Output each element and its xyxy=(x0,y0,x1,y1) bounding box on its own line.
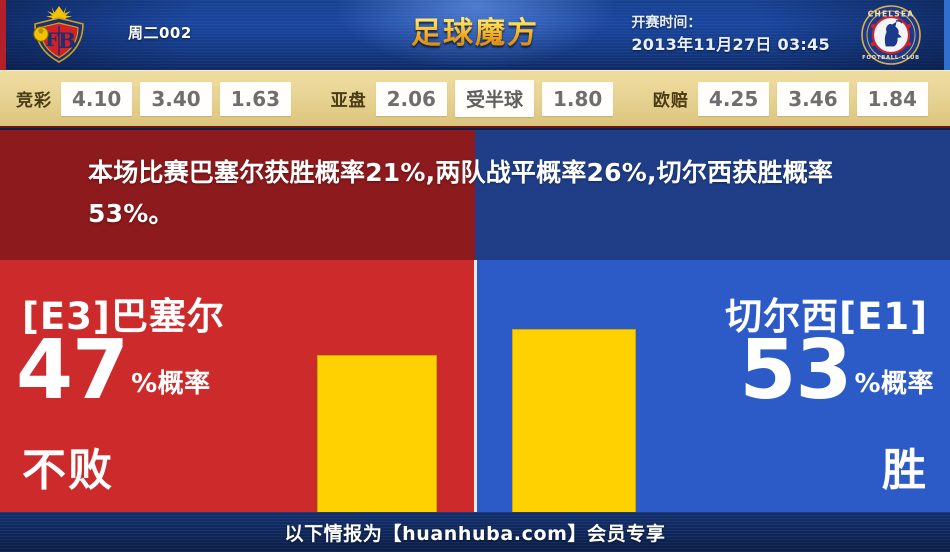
odds-label-oupei: 欧赔 xyxy=(652,91,689,111)
odds-jingcai-draw[interactable]: 3.40 xyxy=(140,81,212,116)
footer-bar: 以下情报为【huanhuba.com】会员专享 xyxy=(0,512,950,552)
panel-divider xyxy=(474,260,477,512)
odds-group-oupei: 欧赔 4.25 3.46 1.84 xyxy=(652,81,928,116)
kickoff-time-block: 开赛时间： 2013年11月27日 03:45 xyxy=(631,12,830,56)
summary-band-left-half xyxy=(0,130,475,260)
header-left-edge-strip xyxy=(0,0,6,70)
right-verdict-label: 胜 xyxy=(882,445,928,496)
odds-yapan-home[interactable]: 2.06 xyxy=(375,81,447,116)
kickoff-label: 开赛时间： xyxy=(631,15,702,31)
odds-group-yapan: 亚盘 2.06 受半球 1.80 xyxy=(331,80,614,117)
right-probability-value: 53 xyxy=(739,323,852,418)
summary-band-right-half xyxy=(475,130,950,260)
left-probability-row: 47 %概率 xyxy=(16,323,211,418)
odds-bar: 竞彩 4.10 3.40 1.63 亚盘 2.06 受半球 1.80 欧赔 4.… xyxy=(0,70,950,128)
header-right-edge-strip xyxy=(944,0,950,70)
svg-text:FOOTBALL CLUB: FOOTBALL CLUB xyxy=(862,55,920,61)
site-logo-text: 足球魔方 xyxy=(411,8,539,52)
odds-label-jingcai: 竞彩 xyxy=(16,91,52,111)
right-probability-row: 53 %概率 xyxy=(739,323,934,418)
site-logo[interactable]: 足球魔方 xyxy=(0,8,950,52)
footer-text: 以下情报为【huanhuba.com】会员专享 xyxy=(284,522,666,545)
left-team-name: [E3]巴塞尔 xyxy=(22,295,225,338)
odds-jingcai-away[interactable]: 1.63 xyxy=(219,81,292,116)
left-verdict-label: 不败 xyxy=(22,445,114,496)
odds-oupei-home[interactable]: 4.25 xyxy=(697,81,770,116)
kickoff-value: 2013年11月27日 03:45 xyxy=(631,35,830,54)
chelsea-crest-icon: CHELSEA FOOTBALL CLUB xyxy=(861,5,921,65)
odds-yapan-away[interactable]: 1.80 xyxy=(542,81,614,116)
probability-summary-band xyxy=(0,130,950,260)
odds-oupei-away[interactable]: 1.84 xyxy=(856,81,928,116)
left-probability-value: 47 xyxy=(16,323,129,418)
right-team-name: 切尔西[E1] xyxy=(725,295,928,338)
header-bar: F B 周二002 足球魔方 开赛时间： 2013年11月27日 03:45 C… xyxy=(0,0,950,70)
odds-group-jingcai: 竞彩 4.10 3.40 1.63 xyxy=(16,81,292,116)
odds-label-yapan: 亚盘 xyxy=(330,91,367,111)
odds-yapan-handicap[interactable]: 受半球 xyxy=(454,80,534,117)
right-probability-suffix: %概率 xyxy=(854,369,934,399)
left-probability-suffix: %概率 xyxy=(131,369,211,399)
odds-oupei-draw[interactable]: 3.46 xyxy=(777,81,849,116)
odds-jingcai-home[interactable]: 4.10 xyxy=(61,81,133,116)
svg-text:CHELSEA: CHELSEA xyxy=(868,10,914,19)
probability-summary-text: 本场比赛巴塞尔获胜概率21%,两队战平概率26%,切尔西获胜概率53%。 xyxy=(88,158,834,228)
